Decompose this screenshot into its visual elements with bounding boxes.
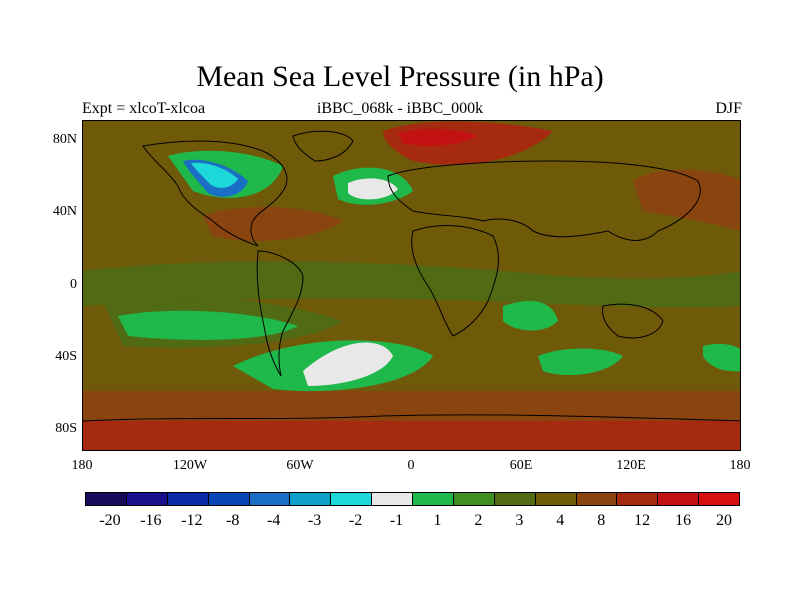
colorbar-swatch [535,493,577,505]
lon-tick-label: 180 [71,458,93,473]
lon-tick-label: 60W [286,458,314,473]
colorbar-swatch [290,493,332,505]
lon-tick-label: 60E [509,458,533,473]
colorbar-swatch [167,493,209,505]
experiment-label: Expt = xlcoT-xlcoa [82,100,206,117]
lon-tick-label: 180 [729,458,751,473]
map-canvas [83,121,740,450]
coastlines [83,130,740,422]
colorbar-swatch [331,493,373,505]
colorbar-swatch [576,493,618,505]
colorbar-tick-label: 8 [597,512,606,529]
difference-label: iBBC_068k - iBBC_000k [316,100,484,117]
colorbar-swatch [413,493,454,505]
south-indian-low [538,348,623,376]
eurasia-coast [387,160,701,241]
colorbar-swatch [86,493,127,505]
colorbar-tick-label: 20 [716,512,732,529]
colorbar-tick-label: 4 [556,512,565,529]
greenland-high [398,129,478,147]
lon-tick-label: 120E [616,458,646,473]
colorbar-tick-label: 12 [634,512,651,529]
australia-coast [602,303,664,339]
colorbar-tick-label: -1 [389,512,404,529]
ice-sheet-core [191,162,238,188]
map-title: Mean Sea Level Pressure (in hPa) [196,60,604,93]
colorbar-tick-label: -20 [99,512,121,529]
colorbar-tick-label: 16 [675,512,692,529]
north-atlantic-minimum [348,178,398,200]
tasman-low [703,343,740,372]
colorbar-swatch [699,493,739,505]
africa-coast [411,225,499,337]
lat-tick-label: 40S [55,349,77,364]
antarctic-band [83,421,740,450]
colorbar-tick-label: -12 [181,512,203,529]
south-america-coast [256,250,304,377]
antarctica-coast [83,414,740,422]
colorbar-tick-label: -8 [226,512,240,529]
colorbar-swatch [453,493,495,505]
colorbar-tick-label: -4 [267,512,281,529]
lat-tick-label: 0 [70,277,77,292]
south-pacific-low [118,310,298,340]
colorbar-tick-label: -3 [307,512,322,529]
colorbar-swatch [372,493,413,505]
lat-tick-label: 80S [55,421,77,436]
lat-tick-label: 40N [52,204,77,219]
season-label: DJF [715,100,742,117]
colorbar-tick-label: 2 [474,512,483,529]
greenland-coast [292,130,354,162]
south-atlantic-minimum [303,342,393,386]
indian-ocean-low [503,301,558,331]
colorbar-tick-label: -2 [348,512,363,529]
lon-tick-label: 0 [407,458,415,473]
pressure-map [82,120,741,451]
colorbar-tick-label: -16 [140,512,162,529]
tropical-band [83,261,740,308]
colorbar-swatch [126,493,168,505]
colorbar-swatch [249,493,291,505]
north-america-coast [142,140,288,247]
colorbar-tick-label: 1 [433,512,442,529]
colorbar [85,492,740,506]
lon-tick-label: 120W [172,458,208,473]
lat-tick-label: 80N [52,132,77,147]
colorbar-swatch [617,493,659,505]
colorbar-swatch [208,493,250,505]
colorbar-tick-label: 3 [515,512,524,529]
subtropical-band [203,206,343,241]
north-pacific-high [633,169,740,231]
colorbar-swatch [658,493,700,505]
colorbar-swatch [494,493,536,505]
